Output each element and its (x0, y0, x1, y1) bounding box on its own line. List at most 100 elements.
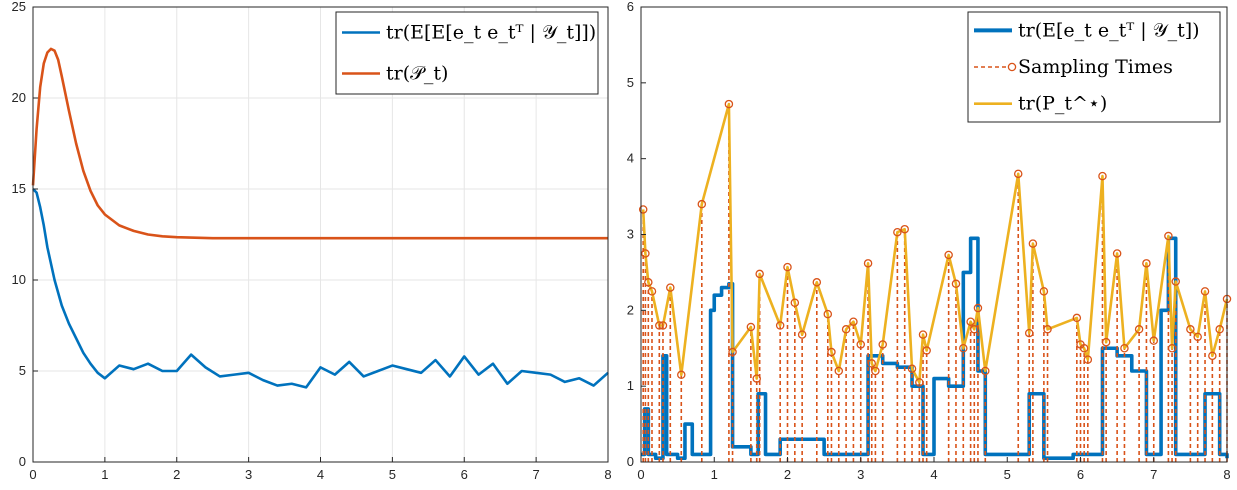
sampling-marker (728, 347, 737, 357)
sampling-marker (841, 325, 851, 334)
y-tick-label: 20 (12, 90, 26, 105)
legend-box (335, 11, 599, 95)
sampling-marker (1208, 351, 1217, 361)
chart-panel-2: 0 1 2 3 4 5 6 7 8 0 1 2 3 4 5 6 tr(E[e_t e_tᵀ | 𝒴_t]) Sam… (627, 0, 1232, 482)
sampling-marker (1200, 287, 1210, 296)
sampling-marker (893, 227, 902, 237)
x-tick-label: 3 (857, 467, 864, 482)
x-tick-label: 2 (784, 467, 791, 482)
legend-label: Sampling Times (1018, 56, 1173, 78)
chart-panel-1: 0 1 2 3 4 5 6 7 8 0 5 10 15 20 25 tr(E[E[e_t e_tᵀ | 𝒴_t… (12, 0, 612, 482)
sampling-marker (677, 370, 686, 380)
series-line (641, 102, 1229, 384)
x-tick-label: 1 (711, 467, 718, 482)
sampling-marker (1028, 239, 1038, 248)
sampling-marker (1039, 287, 1049, 296)
x-tick-label: 1 (101, 467, 108, 482)
y-tick-label: 5 (19, 363, 26, 378)
legend-label: tr(𝒫_t) (386, 63, 448, 85)
sampling-marker (746, 322, 756, 332)
x-tick-label: 6 (461, 467, 468, 482)
series-2 (31, 47, 608, 240)
y-tick-label: 4 (627, 151, 634, 166)
legend-marker (1007, 62, 1017, 72)
sampling-marker (724, 99, 734, 109)
sampling-marker (644, 278, 653, 287)
sampling-marker (849, 317, 858, 326)
sampling-marker (1083, 355, 1093, 364)
sampling-marker (970, 325, 979, 334)
sampling-marker (647, 287, 657, 296)
x-tick-label: 4 (317, 467, 324, 482)
x-tick-label: 7 (533, 467, 540, 482)
sampling-marker (1149, 336, 1159, 345)
sampling-marker (915, 378, 924, 387)
sampling-marker (1167, 343, 1177, 353)
x-tick-label: 0 (637, 467, 644, 482)
sampling-marker (1043, 325, 1052, 334)
sampling-marker (878, 340, 887, 349)
sampling-marker (1072, 313, 1082, 323)
legend: tr(E[E[e_t e_tᵀ | 𝒴_t]]) tr(𝒫_t) (335, 11, 599, 95)
x-tick-label: 5 (1004, 467, 1011, 482)
sampling-marker (1134, 325, 1144, 334)
sampling-marker (900, 224, 909, 234)
sampling-marker (655, 321, 664, 330)
y-tick-label: 15 (12, 181, 26, 196)
y-tick-label: 25 (12, 0, 26, 14)
sampling-marker (1112, 249, 1122, 258)
sampling-marker (783, 262, 792, 272)
x-tick-label: 8 (1223, 467, 1230, 482)
sampling-marker (775, 321, 785, 330)
sampling-marker (867, 359, 876, 368)
sampling-marker (1215, 325, 1224, 334)
sampling-marker (907, 364, 917, 373)
sampling-marker (1098, 171, 1107, 181)
sampling-marker (981, 366, 990, 376)
x-tick-label: 6 (1077, 467, 1084, 482)
x-tick-label: 0 (29, 467, 36, 482)
sampling-marker (1142, 259, 1151, 268)
sampling-marker (856, 340, 866, 349)
sampling-marker (755, 269, 764, 279)
sampling-marker (944, 250, 953, 260)
sampling-marker (966, 317, 975, 326)
y-tick-label: 5 (627, 75, 634, 90)
sampling-marker (812, 278, 822, 287)
x-tick-label: 7 (1150, 467, 1157, 482)
sampling-marker (697, 199, 707, 209)
legend: tr(E[e_t e_tᵀ | 𝒴_t]) Sampling Times tr(P_… (967, 11, 1221, 123)
sampling-marker (641, 249, 650, 258)
sampling-marker (1101, 337, 1111, 347)
sampling-marker (1193, 332, 1202, 342)
x-tick-label: 8 (604, 467, 611, 482)
sampling-marker (797, 330, 807, 339)
x-tick-label: 4 (930, 467, 937, 482)
y-tick-label: 6 (627, 0, 634, 14)
sampling-marker (834, 366, 844, 376)
y-tick-label: 3 (627, 227, 634, 242)
x-tick-label: 3 (245, 467, 252, 482)
sampling-marker (922, 346, 931, 355)
sampling-marker (1164, 231, 1173, 241)
sampling-marker (752, 374, 761, 383)
sampling-marker (951, 279, 961, 289)
x-tick-label: 5 (389, 467, 396, 482)
series-line (31, 47, 608, 240)
sampling-marker (918, 330, 928, 339)
legend-label: tr(E[E[e_t e_tᵀ | 𝒴_t]]) (386, 22, 596, 44)
series-1 (32, 188, 609, 389)
x-tick-label: 2 (173, 467, 180, 482)
sampling-marker (658, 321, 668, 330)
sampling-marker (1186, 325, 1195, 334)
legend-label: tr(P_t^⋆) (1018, 93, 1107, 115)
sampling-marker (790, 298, 800, 307)
y-tick-label: 0 (627, 454, 634, 469)
sampling-marker (959, 343, 968, 353)
sampling-marker (871, 366, 880, 376)
series-3 (641, 102, 1229, 384)
legend-label: tr(E[e_t e_tᵀ | 𝒴_t]) (1018, 19, 1200, 41)
sampling-marker (1171, 277, 1180, 286)
series-line (32, 188, 609, 389)
